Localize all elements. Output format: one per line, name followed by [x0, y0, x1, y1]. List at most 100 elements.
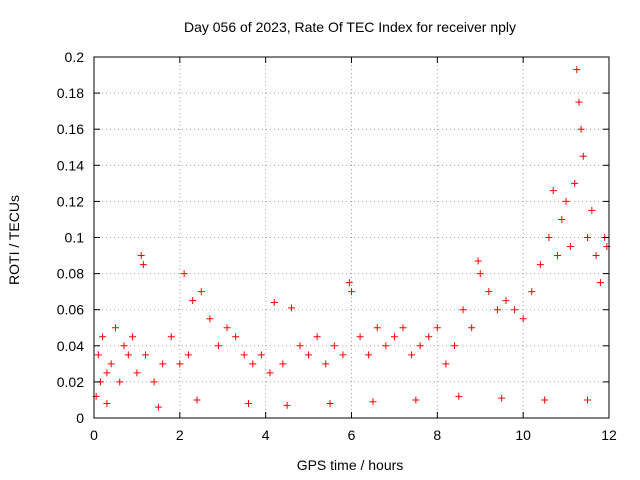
data-point	[382, 342, 390, 350]
data-point	[571, 179, 579, 187]
data-point	[476, 270, 484, 278]
data-point	[249, 360, 257, 368]
grid-lines	[94, 57, 609, 418]
data-point	[180, 270, 188, 278]
data-point	[245, 400, 252, 408]
data-point	[474, 257, 482, 265]
data-point	[189, 297, 197, 305]
data-point	[99, 333, 107, 341]
data-point	[240, 351, 248, 359]
data-point	[373, 324, 381, 332]
data-point	[588, 206, 596, 214]
data-point	[129, 333, 137, 341]
data-point	[577, 125, 585, 133]
data-point	[485, 288, 493, 296]
data-point	[455, 392, 463, 400]
data-point	[287, 304, 295, 312]
x-tick-label: 10	[515, 427, 531, 443]
x-tick-label: 2	[176, 427, 184, 443]
y-tick-label: 0.08	[57, 266, 84, 282]
data-point	[408, 351, 416, 359]
y-tick-label: 0.14	[57, 157, 84, 173]
data-point	[116, 378, 124, 386]
data-point	[592, 252, 600, 260]
tick-labels: 0 2 4 6 8 10 12 0 0.02 0.04 0.06 0.08 0.1 0.12 0.14 0.1…	[57, 49, 617, 443]
y-tick-label: 0.12	[57, 193, 84, 209]
data-point	[124, 351, 132, 359]
data-point	[107, 360, 115, 368]
data-point	[279, 360, 287, 368]
data-point	[339, 351, 347, 359]
data-point	[111, 324, 119, 332]
data-point	[103, 400, 111, 408]
data-point	[498, 394, 506, 402]
data-point	[558, 215, 566, 223]
data-point	[137, 252, 145, 260]
data-point	[154, 403, 162, 411]
data-point	[575, 98, 583, 106]
data-point	[536, 261, 544, 269]
y-tick-label: 0.06	[57, 302, 84, 318]
data-point	[266, 369, 274, 377]
data-point	[412, 396, 420, 404]
tick-marks	[93, 56, 610, 419]
data-point	[433, 324, 441, 332]
data-point	[541, 396, 549, 404]
x-tick-label: 6	[348, 427, 356, 443]
data-point	[305, 351, 313, 359]
data-point	[176, 360, 184, 368]
data-point	[326, 400, 334, 408]
data-point	[451, 342, 458, 350]
data-point	[390, 333, 398, 341]
data-point	[356, 333, 364, 341]
data-point	[493, 306, 501, 314]
data-point	[511, 306, 519, 314]
y-tick-label: 0.2	[65, 49, 85, 65]
data-point	[142, 351, 149, 359]
data-point	[159, 360, 167, 368]
data-point	[270, 298, 278, 306]
data-point	[313, 333, 321, 341]
y-tick-label: 0.16	[57, 121, 84, 137]
data-point	[167, 333, 175, 341]
data-point	[369, 398, 377, 406]
data-point	[133, 369, 141, 377]
y-axis-label: ROTI / TECUs	[6, 195, 22, 285]
data-point	[502, 297, 510, 305]
data-point	[584, 234, 592, 241]
x-tick-label: 0	[90, 427, 98, 443]
data-point	[139, 261, 147, 269]
data-point	[459, 306, 467, 314]
data-point	[425, 333, 433, 341]
x-axis-label: GPS time / hours	[297, 457, 404, 473]
y-tick-label: 0.02	[57, 374, 84, 390]
data-point	[596, 279, 604, 287]
data-point	[545, 234, 553, 241]
y-tick-label: 0.1	[65, 230, 85, 246]
y-tick-label: 0.18	[57, 85, 84, 101]
data-point	[184, 351, 192, 359]
data-point	[120, 342, 128, 350]
data-point	[257, 351, 265, 359]
x-tick-label: 12	[601, 427, 617, 443]
data-point	[283, 401, 291, 409]
data-point	[562, 197, 570, 205]
data-point	[348, 288, 355, 296]
data-point	[103, 369, 111, 377]
data-point	[468, 324, 476, 332]
chart-title: Day 056 of 2023, Rate Of TEC Index for r…	[184, 19, 516, 35]
data-point	[528, 288, 536, 296]
data-point	[573, 66, 581, 74]
y-tick-label: 0.04	[57, 338, 84, 354]
data-point	[322, 360, 330, 368]
data-point	[94, 351, 102, 359]
data-point	[416, 342, 424, 350]
data-point	[549, 187, 557, 195]
data-point	[365, 351, 373, 359]
data-point	[330, 342, 338, 350]
data-point	[584, 396, 592, 404]
data-point	[197, 288, 205, 296]
data-point	[566, 243, 574, 251]
